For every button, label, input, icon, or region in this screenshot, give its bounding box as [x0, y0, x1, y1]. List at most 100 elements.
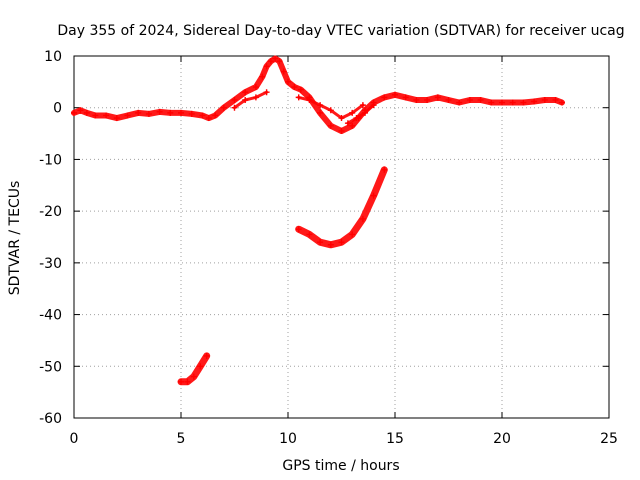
data-point	[92, 112, 99, 119]
series-band	[233, 90, 269, 110]
y-tick-label: 0	[53, 101, 62, 117]
data-point	[541, 96, 548, 103]
data-point	[520, 99, 527, 106]
data-point	[190, 373, 197, 380]
ticks: 0 5 10 15 20 25 -60 -50 -40 -30 -20 -10 0 10	[39, 49, 618, 447]
data-point	[184, 378, 191, 385]
x-tick-label: 0	[70, 431, 79, 447]
data-point	[359, 102, 366, 109]
data-point	[317, 109, 324, 116]
data-point	[83, 109, 90, 116]
series-branch-b	[295, 94, 366, 122]
y-tick-label: 10	[44, 49, 62, 65]
data-point	[552, 96, 559, 103]
data-point	[558, 99, 565, 106]
x-tick-label: 10	[279, 431, 297, 447]
series-main	[71, 55, 565, 134]
data-point	[338, 127, 345, 134]
y-tick-label: -20	[39, 204, 62, 220]
data-point	[295, 226, 302, 233]
data-point	[362, 109, 369, 116]
data-point	[445, 96, 452, 103]
data-point	[466, 96, 473, 103]
x-tick-label: 5	[177, 431, 186, 447]
data-point	[317, 102, 324, 109]
data-point	[231, 104, 238, 111]
data-point	[272, 55, 279, 62]
data-point	[434, 94, 441, 101]
data-point	[252, 84, 259, 91]
data-point	[306, 231, 313, 238]
data-point	[242, 96, 249, 103]
y-tick-label: -50	[39, 359, 62, 375]
data-point	[267, 58, 274, 65]
data-point	[156, 108, 163, 115]
data-point	[349, 231, 356, 238]
series-segment-mid	[295, 166, 388, 249]
data-point	[188, 110, 195, 117]
chart-title: Day 355 of 2024, Sidereal Day-to-day VTE…	[57, 23, 624, 39]
series-layer	[71, 55, 565, 386]
x-tick-label: 15	[386, 431, 404, 447]
data-point	[381, 166, 388, 173]
y-tick-label: -30	[39, 256, 62, 272]
data-point	[276, 58, 283, 65]
data-point	[295, 94, 302, 101]
data-point	[231, 96, 238, 103]
data-point	[344, 120, 351, 127]
y-tick-label: -60	[39, 411, 62, 427]
data-point	[135, 109, 142, 116]
y-tick-label: -40	[39, 308, 62, 324]
data-point	[212, 112, 219, 119]
data-point	[531, 98, 538, 105]
data-point	[203, 352, 210, 359]
x-tick-label: 20	[493, 431, 511, 447]
data-point	[199, 112, 206, 119]
data-point	[499, 99, 505, 106]
x-tick-label: 25	[600, 431, 618, 447]
data-point	[359, 215, 366, 222]
data-point	[381, 94, 388, 101]
data-point	[327, 122, 334, 129]
data-point	[327, 241, 334, 248]
data-point	[349, 122, 356, 129]
data-point	[413, 96, 420, 103]
series-band	[71, 55, 565, 134]
data-point	[167, 109, 174, 116]
data-point	[113, 115, 120, 122]
y-axis-title: SDTVAR / TECUs	[7, 181, 23, 296]
y-tick-label: -10	[39, 152, 62, 168]
data-point	[306, 96, 313, 103]
data-point	[297, 86, 304, 93]
data-point	[103, 112, 110, 119]
data-point	[285, 78, 291, 85]
data-point	[327, 107, 334, 114]
grid	[74, 56, 609, 418]
plot-frame	[73, 55, 610, 419]
data-point	[71, 109, 77, 116]
series-branch-a	[231, 89, 270, 111]
data-point	[124, 112, 131, 119]
data-point	[205, 115, 212, 122]
data-point	[353, 115, 360, 122]
data-point	[197, 363, 204, 370]
data-point	[488, 99, 495, 106]
data-point	[392, 91, 398, 98]
data-point	[263, 63, 270, 70]
data-point	[145, 110, 152, 117]
data-point	[424, 96, 431, 103]
data-point	[291, 84, 298, 91]
data-point	[280, 68, 287, 75]
data-point	[77, 107, 84, 114]
data-point	[370, 192, 377, 199]
data-point	[349, 109, 356, 116]
data-point	[178, 378, 184, 385]
series-band	[346, 103, 376, 125]
data-point	[338, 115, 345, 122]
data-point	[338, 239, 345, 246]
data-point	[317, 239, 324, 246]
series-band	[295, 166, 388, 249]
series-segment-low	[177, 352, 211, 386]
data-point	[509, 99, 516, 106]
data-point	[402, 94, 409, 101]
